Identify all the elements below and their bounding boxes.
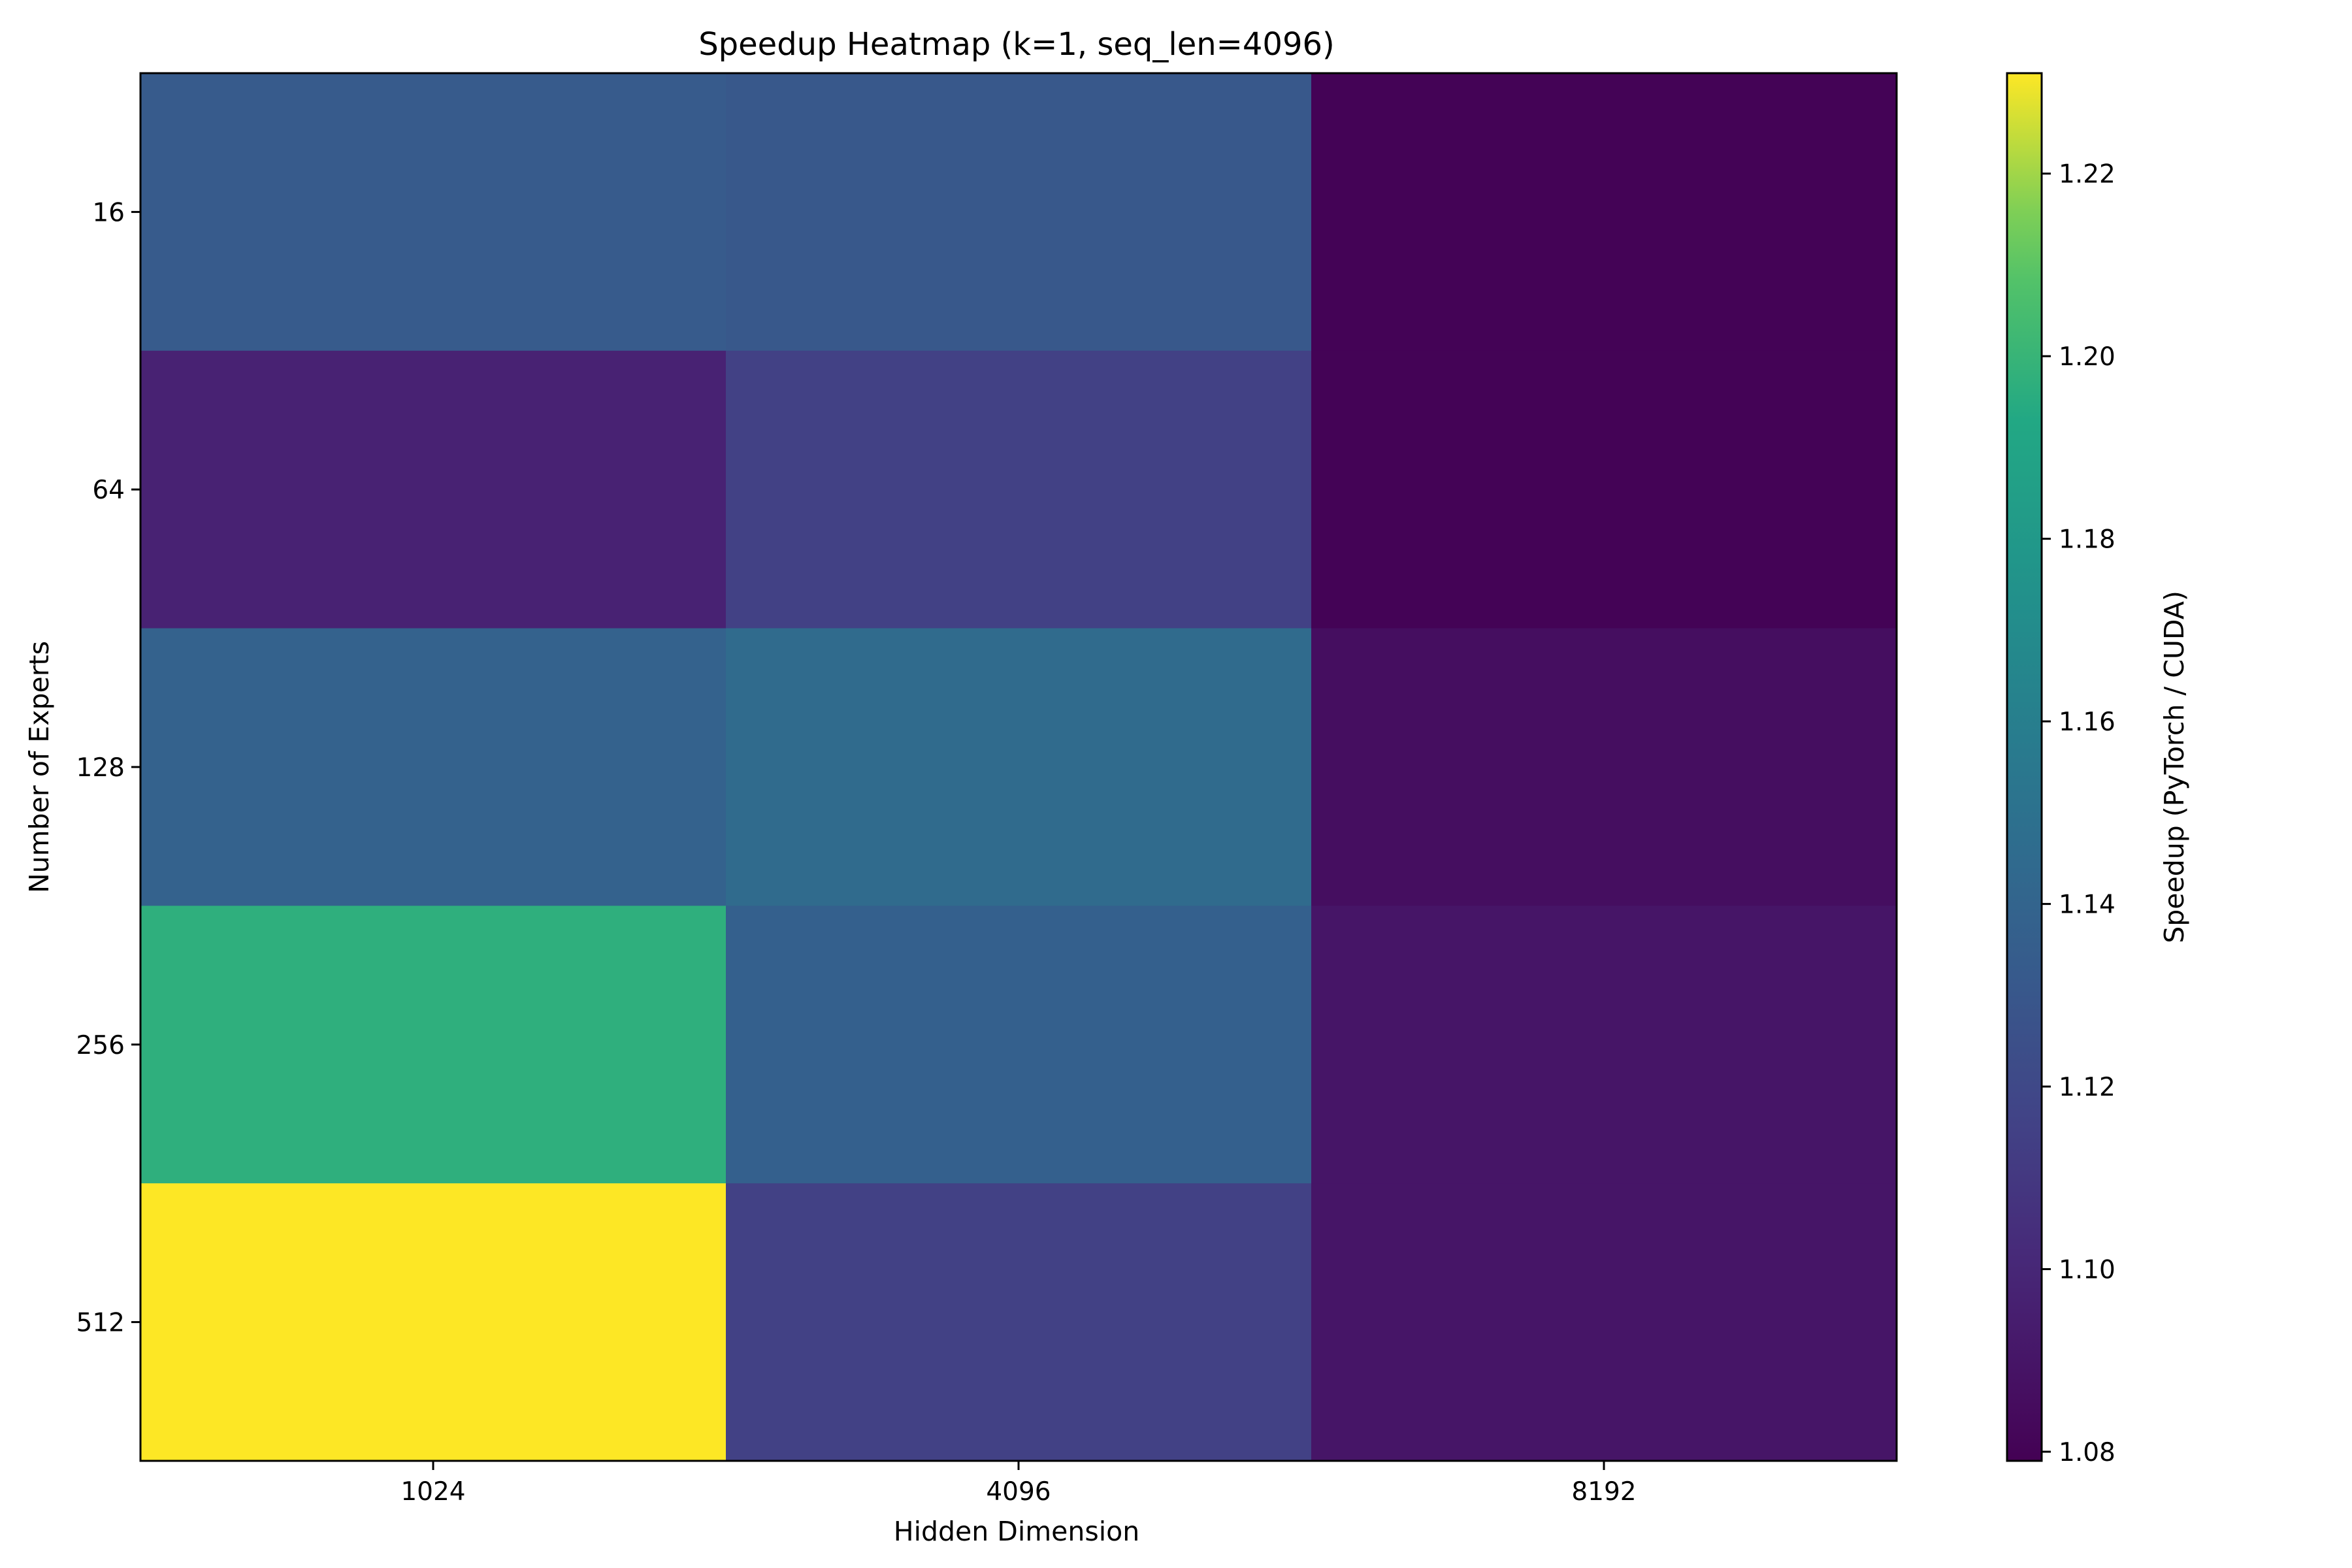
colorbar-tick-label: 1.12 [2059, 1073, 2115, 1102]
heatmap-cell-16-4096 [726, 73, 1312, 351]
y-axis-title: Number of Experts [24, 641, 55, 893]
colorbar [2006, 72, 2043, 1462]
y-tick-label: 128 [76, 753, 125, 783]
colorbar-tick-label: 1.22 [2059, 160, 2115, 189]
heatmap-cell-256-8192 [1311, 906, 1897, 1184]
chart-title: Speedup Heatmap (k=1, seq_len=4096) [698, 26, 1335, 63]
heatmap-cells [140, 73, 1897, 1462]
colorbar-tick-label: 1.20 [2059, 342, 2115, 372]
x-axis-title: Hidden Dimension [894, 1516, 1139, 1547]
x-axis-ticks: 1024 4096 8192 [400, 1461, 1637, 1507]
colorbar-ticks: 1.08 1.10 1.12 1.14 1.16 1.18 1.20 1.22 [2042, 160, 2115, 1467]
colorbar-tick-label: 1.10 [2059, 1256, 2115, 1285]
x-tick-label: 4096 [986, 1477, 1051, 1507]
heatmap-cell-128-8192 [1311, 628, 1897, 906]
colorbar-title: Speedup (PyTorch / CUDA) [2159, 591, 2190, 943]
x-tick-label: 1024 [400, 1477, 465, 1507]
heatmap-cell-512-8192 [1311, 1183, 1897, 1462]
heatmap-cell-64-1024 [140, 350, 727, 629]
colorbar-tick-label: 1.08 [2059, 1438, 2115, 1467]
heatmap-cell-256-1024 [140, 906, 727, 1184]
heatmap-cell-128-4096 [726, 628, 1312, 906]
y-tick-label: 16 [92, 198, 125, 227]
heatmap-cell-256-4096 [726, 906, 1312, 1184]
y-tick-label: 512 [76, 1309, 125, 1338]
heatmap-cell-16-1024 [140, 73, 727, 351]
heatmap-cell-512-1024 [140, 1183, 727, 1462]
heatmap-cell-64-8192 [1311, 350, 1897, 629]
heatmap-cell-512-4096 [726, 1183, 1312, 1462]
heatmap-cell-128-1024 [140, 628, 727, 906]
heatmap-cell-16-8192 [1311, 73, 1897, 351]
colorbar-tick-label: 1.14 [2059, 890, 2115, 920]
heatmap-cell-64-4096 [726, 350, 1312, 629]
x-tick-label: 8192 [1571, 1477, 1636, 1507]
colorbar-tick-label: 1.18 [2059, 525, 2115, 555]
colorbar-tick-label: 1.16 [2059, 708, 2115, 737]
y-axis-ticks: 16 64 128 256 512 [76, 198, 140, 1338]
y-tick-label: 64 [92, 476, 125, 505]
y-tick-label: 256 [76, 1031, 125, 1060]
